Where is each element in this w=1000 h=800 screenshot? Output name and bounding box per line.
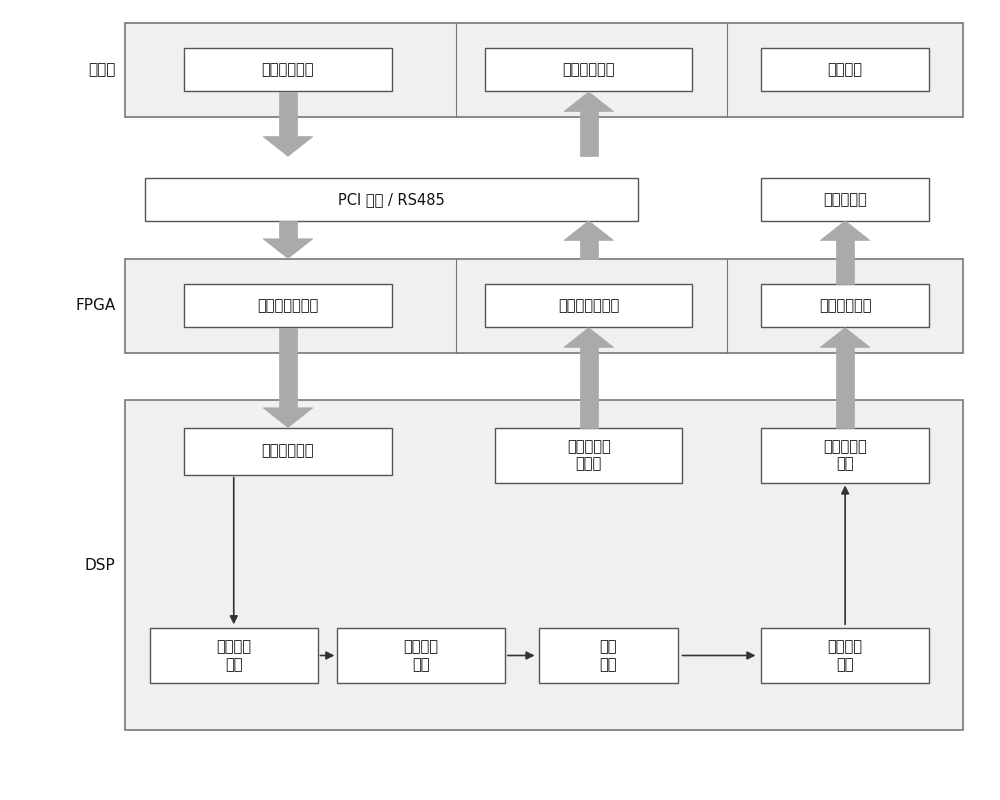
Bar <box>539 628 678 683</box>
Bar <box>125 258 963 353</box>
Text: 轴脉冲输出
模块: 轴脉冲输出 模块 <box>823 439 867 471</box>
Text: 指令解析
模块: 指令解析 模块 <box>216 639 251 672</box>
Polygon shape <box>820 328 870 347</box>
Text: 状态信息反
馈模块: 状态信息反 馈模块 <box>567 439 611 471</box>
Text: 状态显示模块: 状态显示模块 <box>562 62 615 78</box>
Text: 脉冲发送模块: 脉冲发送模块 <box>819 298 871 313</box>
Text: FPGA: FPGA <box>75 298 115 313</box>
Bar <box>761 48 929 91</box>
Bar <box>761 427 929 482</box>
Polygon shape <box>580 111 598 156</box>
Polygon shape <box>279 92 297 137</box>
Polygon shape <box>564 92 614 111</box>
Text: 主位机: 主位机 <box>88 62 115 78</box>
Polygon shape <box>279 221 297 239</box>
Text: DSP: DSP <box>85 558 115 573</box>
Text: 位置控制
模块: 位置控制 模块 <box>828 639 863 672</box>
Text: 参数设置模块: 参数设置模块 <box>262 62 314 78</box>
Text: 其他模块: 其他模块 <box>828 62 863 78</box>
Bar <box>184 284 392 327</box>
Polygon shape <box>836 347 854 427</box>
Polygon shape <box>580 347 598 427</box>
Bar <box>485 284 692 327</box>
Bar <box>761 178 929 221</box>
Bar <box>145 178 638 221</box>
Bar <box>184 48 392 91</box>
Bar <box>150 628 318 683</box>
Text: 速度规划
模块: 速度规划 模块 <box>404 639 439 672</box>
Bar <box>485 48 692 91</box>
Bar <box>337 628 505 683</box>
Polygon shape <box>820 221 870 241</box>
Polygon shape <box>263 408 313 427</box>
Polygon shape <box>263 239 313 258</box>
Bar <box>125 400 963 730</box>
Bar <box>495 427 682 482</box>
Polygon shape <box>564 221 614 241</box>
Bar <box>184 427 392 474</box>
Polygon shape <box>263 137 313 156</box>
Text: PCI 总线 / RS485: PCI 总线 / RS485 <box>338 192 445 207</box>
Bar <box>125 22 963 117</box>
Text: 插补
模块: 插补 模块 <box>600 639 617 672</box>
Polygon shape <box>580 241 598 258</box>
Text: 指令通信模块: 指令通信模块 <box>262 443 314 458</box>
Bar <box>761 284 929 327</box>
Polygon shape <box>564 328 614 347</box>
Text: 伺服驱动器: 伺服驱动器 <box>823 192 867 207</box>
Polygon shape <box>279 328 297 408</box>
Polygon shape <box>836 241 854 284</box>
Bar <box>761 628 929 683</box>
Text: 下发指令缓存区: 下发指令缓存区 <box>257 298 319 313</box>
Text: 状态信息缓存区: 状态信息缓存区 <box>558 298 619 313</box>
